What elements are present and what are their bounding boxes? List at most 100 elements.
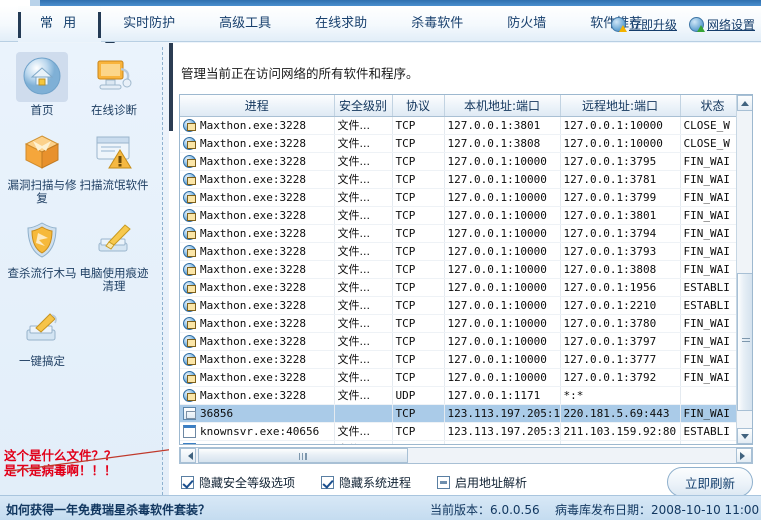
- scroll-right-button[interactable]: [736, 448, 752, 463]
- process-name: Maxthon.exe:3228: [200, 388, 306, 402]
- status-virusdb: 病毒库发布日期：2008-10-10 11:00: [555, 503, 760, 517]
- globe-up-arrow-icon: [610, 16, 627, 32]
- cell-remote-address: 220.181.5.69:443: [560, 404, 681, 423]
- process-name: Maxthon.exe:3228: [200, 244, 306, 258]
- blue-app-icon: [183, 118, 196, 132]
- cell-protocol: TCP: [392, 368, 445, 387]
- sidebar-item-5[interactable]: 电脑使用痕迹清理: [78, 211, 150, 299]
- table-row[interactable]: Maxthon.exe:3228 文件... TCP 127.0.0.1:10000 1…: [180, 350, 747, 369]
- column-header-process[interactable]: 进程: [180, 95, 335, 117]
- top-link-label: 网络设置: [706, 17, 755, 32]
- tab-5[interactable]: 防火墙: [507, 16, 547, 31]
- cell-protocol: TCP: [392, 206, 445, 225]
- sidebar-item-label: 查杀流行木马: [7, 266, 77, 280]
- sidebar-item-0[interactable]: 首页: [6, 48, 78, 123]
- scroll-up-button[interactable]: [737, 95, 752, 111]
- user-annotation-text: 这个是什么文件？？ 是不是病毒啊！！！: [4, 448, 117, 478]
- table-row[interactable]: 36856 TCP123.113.197.205:1345220.181.5.69…: [180, 404, 747, 423]
- table-row[interactable]: Maxthon.exe:3228 文件... TCP 127.0.0.1:10000 1…: [180, 152, 747, 171]
- tab-0[interactable]: 常 用: [18, 6, 102, 42]
- table-row[interactable]: Maxthon.exe:3228 文件... TCP 127.0.0.1:10000 1…: [180, 206, 747, 225]
- cell-protocol: TCP: [392, 404, 445, 423]
- table-horizontal-scrollbar[interactable]: [179, 447, 753, 464]
- sidebar-item-6[interactable]: 一键搞定: [6, 299, 78, 374]
- blue-app-icon: [183, 388, 196, 402]
- sidebar-item-1[interactable]: 在线诊断: [78, 48, 150, 123]
- cell-process: Maxthon.exe:3228: [180, 332, 335, 351]
- table-row[interactable]: knownsvr.exe:40656 文件...TCP123.113.197.20…: [180, 440, 747, 444]
- tab-2[interactable]: 高级工具: [219, 16, 272, 31]
- column-header-remote[interactable]: 远程地址:端口: [560, 95, 681, 117]
- table-row[interactable]: Maxthon.exe:3228 文件... TCP 127.0.0.1:10000 1…: [180, 368, 747, 387]
- cell-local-address: 127.0.0.1:10000: [444, 350, 561, 369]
- table-row[interactable]: Maxthon.exe:3228 文件... TCP 127.0.0.1:10000 1…: [180, 260, 747, 279]
- table-row[interactable]: Maxthon.exe:3228 文件... TCP 127.0.0.1:10000 1…: [180, 224, 747, 243]
- table-row[interactable]: Maxthon.exe:3228 文件... TCP 127.0.0.1:10000 1…: [180, 332, 747, 351]
- cell-local-address: 127.0.0.1:3801: [444, 116, 561, 135]
- cell-state: FIN_WAI: [680, 206, 747, 225]
- vertical-scroll-thumb[interactable]: [737, 273, 752, 411]
- table-row[interactable]: Maxthon.exe:3228 文件... TCP 127.0.0.1:3801 12…: [180, 116, 747, 135]
- cell-state: FIN_WAI: [680, 188, 747, 207]
- cell-protocol: TCP: [392, 350, 445, 369]
- sidebar-item-label: 电脑使用痕迹清理: [79, 266, 149, 293]
- cell-remote-address: 127.0.0.1:3792: [560, 368, 681, 387]
- top-link-0[interactable]: 立即升级: [610, 16, 677, 33]
- table-row[interactable]: Maxthon.exe:3228 文件... TCP 127.0.0.1:10000 1…: [180, 188, 747, 207]
- connections-table: 进程 安全级别 协议 本机地址:端口 远程地址:端口 状态 Maxthon.ex…: [180, 95, 747, 444]
- title-strip: [0, 0, 761, 6]
- process-name: Maxthon.exe:3228: [200, 370, 306, 384]
- status-promo-link[interactable]: 如何获得一年免费瑞星杀毒软件套装？: [6, 503, 211, 517]
- tab-1[interactable]: 实时防护: [123, 16, 176, 31]
- title-strip-cap2: [30, 0, 40, 6]
- cell-remote-address: 127.0.0.1:3781: [560, 170, 681, 189]
- checkbox[interactable]: [181, 475, 194, 489]
- horizontal-scroll-thumb[interactable]: [198, 448, 408, 463]
- table-row[interactable]: Maxthon.exe:3228 文件... TCP 127.0.0.1:10000 1…: [180, 296, 747, 315]
- sidebar-item-label: 漏洞扫描与修复: [7, 178, 77, 205]
- tab-3[interactable]: 在线求助: [315, 16, 368, 31]
- sidebar-item-2[interactable]: 漏洞扫描与修复: [6, 123, 78, 211]
- refresh-now-button[interactable]: 立即刷新: [667, 467, 753, 497]
- sidebar-item-label: 扫描流氓软件: [79, 178, 149, 192]
- cell-process: Maxthon.exe:3228: [180, 386, 335, 405]
- top-link-1[interactable]: 网络设置: [688, 16, 755, 33]
- table-row[interactable]: Maxthon.exe:3228 文件... UDP 127.0.0.1:1171 *:…: [180, 386, 747, 405]
- process-name: knownsvr.exe:40656: [200, 424, 320, 438]
- tab-4[interactable]: 杀毒软件: [411, 16, 464, 31]
- column-header-protocol[interactable]: 协议: [392, 95, 445, 117]
- table-vertical-scrollbar[interactable]: [736, 95, 752, 444]
- process-name: Maxthon.exe:3228: [200, 316, 306, 330]
- option-2[interactable]: 启用地址解析: [437, 474, 527, 491]
- scroll-left-button[interactable]: [180, 448, 196, 463]
- cell-state: ESTABLI: [680, 278, 747, 297]
- option-0[interactable]: 隐藏安全等级选项: [181, 474, 295, 491]
- cell-remote-address: 127.0.0.1:3777: [560, 350, 681, 369]
- column-header-local[interactable]: 本机地址:端口: [444, 95, 561, 117]
- cell-state: FIN_WAI: [680, 404, 747, 423]
- checkbox[interactable]: [437, 475, 451, 489]
- sidebar-item-4[interactable]: 查杀流行木马: [6, 211, 78, 299]
- checkbox[interactable]: [321, 475, 335, 489]
- column-header-state[interactable]: 状态: [680, 95, 747, 117]
- table-row[interactable]: Maxthon.exe:3228 文件... TCP 127.0.0.1:10000 1…: [180, 242, 747, 261]
- table-row[interactable]: Maxthon.exe:3228 文件... TCP 127.0.0.1:10000 1…: [180, 314, 747, 333]
- doc-icon: [183, 406, 196, 420]
- cell-protocol: TCP: [392, 296, 445, 315]
- table-row[interactable]: Maxthon.exe:3228 文件... TCP 127.0.0.1:3808 12…: [180, 134, 747, 153]
- scroll-down-button[interactable]: [737, 428, 752, 444]
- status-bar: 如何获得一年免费瑞星杀毒软件套装？ 当前版本：6.0.0.56 病毒库发布日期：…: [0, 495, 761, 520]
- cell-security: 文件...: [334, 152, 393, 171]
- sidebar-item-3[interactable]: 扫描流氓软件: [78, 123, 150, 211]
- option-1[interactable]: 隐藏系统进程: [321, 474, 411, 491]
- cell-state: FIN_WAI: [680, 224, 747, 243]
- cell-protocol: TCP: [392, 440, 445, 444]
- column-header-security[interactable]: 安全级别: [334, 95, 393, 117]
- one-key-icon: [16, 303, 68, 353]
- table-row[interactable]: Maxthon.exe:3228 文件... TCP 127.0.0.1:10000 1…: [180, 278, 747, 297]
- table-row[interactable]: Maxthon.exe:3228 文件... TCP 127.0.0.1:10000 1…: [180, 170, 747, 189]
- arrow-icon: [618, 24, 627, 32]
- process-name: Maxthon.exe:3228: [200, 172, 306, 186]
- blue-app-icon: [183, 172, 196, 186]
